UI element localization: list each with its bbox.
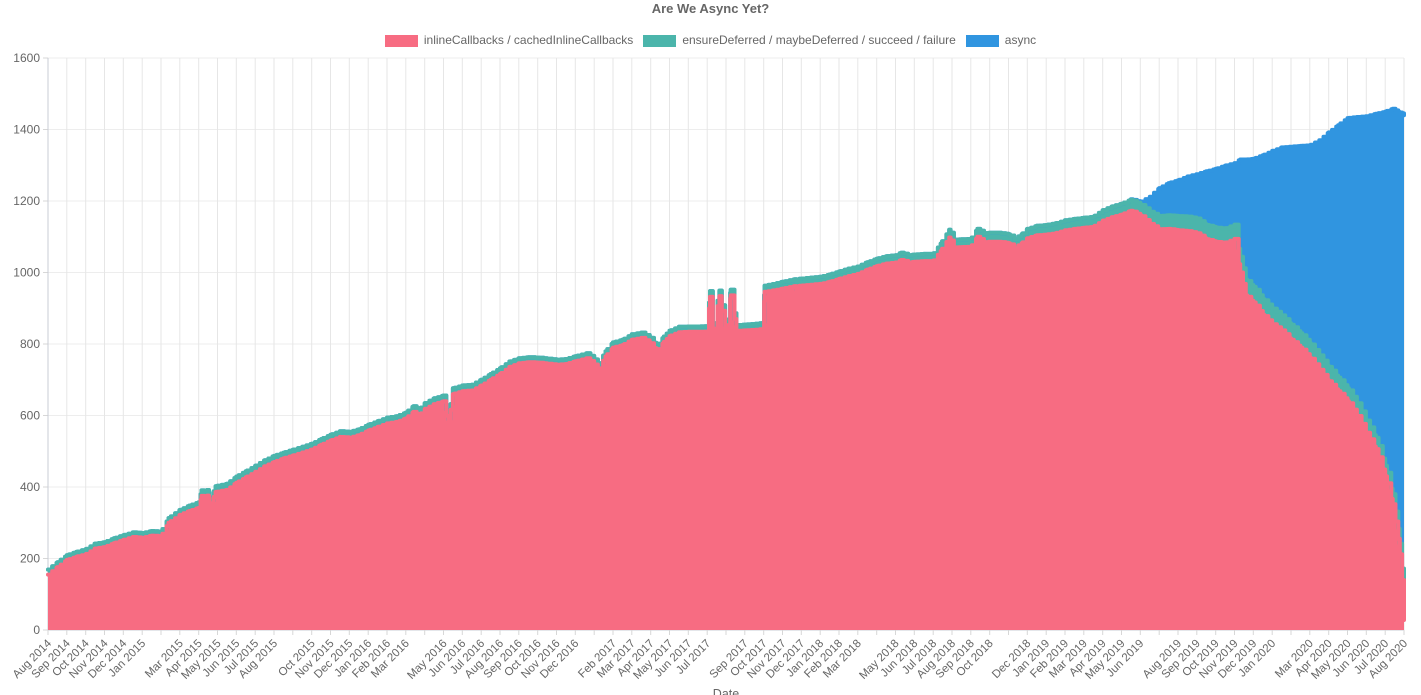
- legend-item-async[interactable]: async: [965, 33, 1037, 47]
- y-tick-label: 1400: [13, 123, 40, 137]
- x-axis-title: Date: [713, 687, 739, 695]
- legend-item-ensuredeferred[interactable]: ensureDeferred / maybeDeferred / succeed…: [643, 33, 956, 47]
- y-tick-label: 1000: [13, 266, 40, 280]
- y-tick-label: 0: [33, 623, 40, 637]
- legend-swatch-async-icon: [965, 34, 999, 47]
- legend-label-ensuredeferred: ensureDeferred / maybeDeferred / succeed…: [682, 33, 956, 47]
- y-tick-label: 400: [20, 480, 40, 494]
- area-inlinecallbacks: [48, 210, 1404, 630]
- legend-label-inlinecallbacks: inlineCallbacks / cachedInlineCallbacks: [423, 33, 634, 47]
- y-tick-label: 800: [20, 337, 40, 351]
- y-tick-label: 1600: [13, 51, 40, 65]
- chart-title: Are We Async Yet?: [651, 1, 770, 16]
- line-inlinecallbacks: [46, 208, 1406, 622]
- legend-swatch-inlinecallbacks-icon: [384, 34, 418, 47]
- legend-label-async: async: [1004, 33, 1037, 47]
- y-tick-label: 1200: [13, 194, 40, 208]
- legend-item-inlinecallbacks[interactable]: inlineCallbacks / cachedInlineCallbacks: [384, 33, 634, 47]
- legend-swatch-ensuredeferred-icon: [643, 34, 677, 47]
- y-tick-label: 200: [20, 552, 40, 566]
- y-tick-label: 600: [20, 409, 40, 423]
- chart-legend: inlineCallbacks / cachedInlineCallbacks …: [0, 34, 1421, 47]
